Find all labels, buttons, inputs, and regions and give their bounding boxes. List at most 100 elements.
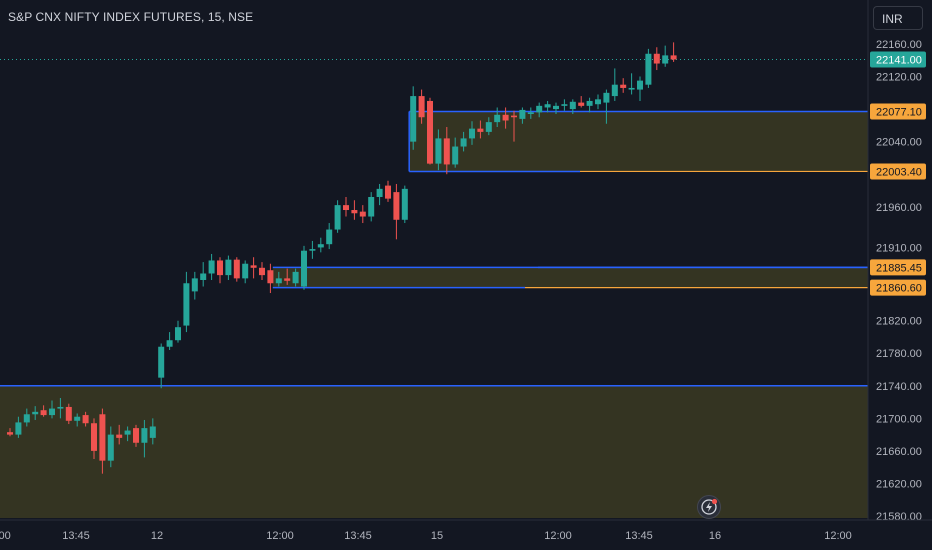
candle-body bbox=[326, 229, 333, 245]
candle-body bbox=[284, 278, 291, 281]
candle-body bbox=[452, 146, 459, 165]
candle-body bbox=[149, 426, 156, 438]
candle-body bbox=[343, 205, 349, 211]
candle-body bbox=[637, 80, 643, 90]
candle-body bbox=[233, 259, 240, 279]
candle-body bbox=[15, 422, 22, 435]
candle-body bbox=[385, 185, 391, 199]
candle-body bbox=[578, 102, 585, 106]
candle-body bbox=[611, 84, 618, 97]
time-tick-label: 13:45 bbox=[344, 530, 372, 542]
candle-body bbox=[217, 260, 223, 276]
candle-body bbox=[267, 270, 274, 284]
candle-body bbox=[107, 434, 114, 461]
candle-body bbox=[91, 423, 97, 451]
lightning-glyph bbox=[701, 498, 718, 515]
candle-body bbox=[494, 114, 501, 123]
candle-body bbox=[511, 115, 517, 118]
lightning-icon[interactable] bbox=[697, 495, 721, 519]
candle-body bbox=[57, 406, 64, 409]
candle-body bbox=[561, 104, 568, 106]
symbol-title: S&P CNX NIFTY INDEX FUTURES, 15, NSE bbox=[8, 10, 254, 24]
candle-body bbox=[368, 196, 375, 217]
price-label-badge: 21860.60 bbox=[876, 283, 922, 295]
candle-body bbox=[158, 346, 165, 378]
candle-body bbox=[351, 210, 358, 214]
candle-body bbox=[536, 105, 543, 113]
candle-body bbox=[485, 122, 492, 132]
price-label-badge-bg bbox=[870, 103, 926, 120]
price-tick-label: 21700.00 bbox=[876, 413, 922, 425]
candle-body bbox=[250, 265, 257, 268]
price-label-badge-bg bbox=[870, 163, 926, 180]
candle-body bbox=[82, 415, 89, 424]
time-tick-label: 15 bbox=[431, 530, 443, 542]
time-tick-label: 12:00 bbox=[824, 530, 852, 542]
candle-body bbox=[586, 100, 593, 106]
time-tick-label: 12:00 bbox=[544, 530, 572, 542]
price-tick-label: 21780.00 bbox=[876, 348, 922, 360]
currency-selector[interactable]: INR bbox=[873, 6, 923, 30]
candle-body bbox=[133, 428, 139, 443]
candle-body bbox=[175, 327, 181, 341]
candle-body bbox=[527, 112, 534, 114]
candle-body bbox=[208, 260, 215, 274]
price-label-badge: 22003.40 bbox=[876, 166, 922, 178]
candle-body bbox=[23, 414, 30, 423]
candle-body bbox=[292, 271, 299, 284]
price-axis[interactable]: 22160.00 22120.00 22040.00 21960.00 21910.00… bbox=[867, 0, 932, 523]
candle-body bbox=[670, 55, 677, 60]
candle-body bbox=[645, 53, 652, 85]
candle-body bbox=[317, 244, 324, 248]
price-tick-label: 22040.00 bbox=[876, 137, 922, 149]
candle-body bbox=[393, 192, 400, 220]
candle-body bbox=[309, 249, 316, 251]
candle-body bbox=[183, 283, 190, 326]
candle-body bbox=[376, 188, 383, 197]
price-tick-label: 21820.00 bbox=[876, 316, 922, 328]
candle-body bbox=[116, 434, 123, 438]
last-price-badge-bg bbox=[870, 51, 926, 68]
candle-body bbox=[124, 430, 131, 435]
zone-lower bbox=[0, 385, 868, 518]
time-tick-label: 16 bbox=[709, 530, 721, 542]
price-label-badge: 22077.10 bbox=[876, 106, 922, 118]
time-tick-label: 2:00 bbox=[0, 530, 11, 542]
time-axis[interactable]: 2:00 13:45 12 12:00 13:45 15 12:00 13:45 16 12:00 bbox=[0, 519, 932, 550]
candle-body bbox=[410, 96, 417, 142]
candle-body bbox=[32, 411, 39, 415]
zone-middle bbox=[272, 267, 868, 288]
time-tick-label: 13:45 bbox=[625, 530, 653, 542]
zone-upper bbox=[409, 111, 868, 172]
candle-body bbox=[662, 55, 669, 64]
candle-body bbox=[460, 138, 467, 147]
price-tick-label: 22120.00 bbox=[876, 72, 922, 84]
candle-body bbox=[401, 188, 408, 220]
candle-body bbox=[553, 105, 559, 110]
candle-body bbox=[40, 410, 47, 416]
candle-body bbox=[435, 138, 442, 164]
candle-body bbox=[191, 278, 198, 292]
time-tick-label: 13:45 bbox=[62, 530, 90, 542]
candle-body bbox=[603, 92, 610, 103]
candle-body bbox=[225, 259, 232, 276]
candle-body bbox=[7, 432, 13, 435]
candle-body bbox=[620, 84, 627, 88]
price-tick-label: 22160.00 bbox=[876, 39, 922, 51]
candle-body bbox=[653, 53, 660, 64]
last-price-badge: 22141.00 bbox=[876, 54, 922, 66]
candle-body bbox=[418, 96, 425, 118]
candle-body bbox=[519, 109, 526, 119]
price-label-badge: 21885.45 bbox=[876, 262, 922, 274]
candle-body bbox=[595, 99, 601, 105]
candle-body bbox=[49, 408, 55, 416]
candle-body bbox=[74, 416, 81, 421]
candle-body bbox=[569, 101, 576, 110]
price-tick-label: 21910.00 bbox=[876, 242, 922, 254]
time-axis-bg bbox=[0, 520, 932, 550]
candle-body bbox=[628, 87, 635, 90]
candle-body bbox=[65, 406, 72, 421]
zones-layer bbox=[0, 110, 868, 518]
